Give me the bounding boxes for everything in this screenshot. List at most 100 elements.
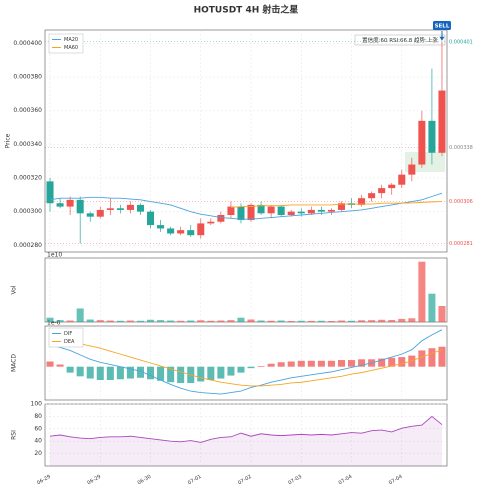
legend-label: DIF [64, 331, 72, 337]
y-tick-label: 0.000360 [13, 107, 42, 114]
macd-hist [348, 360, 356, 367]
candle-body [207, 221, 215, 224]
macd-hist [358, 359, 366, 367]
candle-body [147, 211, 155, 226]
candle-body [307, 209, 315, 214]
macd-hist [327, 360, 335, 367]
volume-bar [167, 320, 175, 322]
macd-hist [297, 360, 305, 367]
volume-bar [106, 320, 114, 322]
volume-bar [408, 318, 416, 322]
macd-hist [277, 362, 285, 367]
volume-bar [237, 317, 245, 322]
legend-label: DEA [64, 339, 75, 345]
volume-bar [297, 320, 305, 322]
volume-bar [76, 308, 84, 322]
x-tick-label: 06-30 [137, 474, 153, 486]
signal-label: SELL [435, 23, 450, 29]
y-tick-label: 80 [34, 413, 42, 420]
volume-bar [66, 320, 74, 322]
candle-body [56, 203, 64, 207]
candle-body [418, 120, 426, 165]
volume-bar [86, 319, 94, 322]
macd-hist [46, 361, 54, 367]
x-tick-label: 06-29 [86, 474, 102, 486]
volume-bar [46, 317, 54, 322]
x-tick-label: 07-01 [187, 474, 203, 486]
x-tick-label: 07-04 [388, 474, 404, 486]
candle-body [287, 211, 295, 215]
candle-body [398, 174, 406, 185]
candle-body [267, 206, 275, 214]
candle-body [116, 208, 124, 210]
candle-body [337, 203, 345, 210]
info-text: 置信度:60 RSI:66.8 趋势:上涨 [362, 36, 438, 44]
volume-bar [317, 320, 325, 322]
volume-bar [267, 320, 275, 322]
macd-hist [398, 357, 406, 367]
candle-body [237, 206, 245, 221]
volume-bar [56, 320, 64, 322]
candle-body [136, 204, 144, 212]
macd-hist [96, 366, 104, 381]
macd-hist [106, 366, 114, 381]
volume-bar [197, 320, 205, 322]
macd-hist [217, 366, 225, 379]
axis-offset: 1e-6 [47, 320, 61, 327]
candle-body [177, 230, 185, 234]
volume-bar [217, 320, 225, 322]
volume-bar [368, 320, 376, 322]
volume-panel [44, 257, 448, 323]
macd-hist [207, 366, 215, 381]
macd-hist [378, 358, 386, 367]
y-tick-label: 0.000320 [13, 175, 42, 182]
rsi-line [49, 415, 443, 443]
volume-bar [388, 320, 396, 322]
candle-body [257, 204, 265, 214]
macd-hist [267, 363, 275, 367]
macd-hist [227, 366, 235, 376]
macd-hist [116, 366, 124, 380]
y-axis-label: Price [5, 133, 12, 148]
legend [48, 33, 84, 54]
legend [48, 327, 84, 348]
volume-bar [378, 319, 386, 322]
volume-bar [418, 261, 426, 322]
candle-body [197, 223, 205, 236]
macd-hist [136, 366, 144, 378]
price-level-label: 0.000401 [449, 39, 473, 45]
macd-hist [147, 366, 155, 380]
macd-hist [287, 361, 295, 367]
macd-hist [157, 366, 165, 381]
macd-hist [438, 346, 446, 367]
y-axis-label: Vol [11, 285, 18, 294]
volume-bar [157, 320, 165, 322]
macd-panel [44, 325, 448, 401]
candle-body [368, 193, 376, 199]
candle-body [408, 164, 416, 175]
volume-bar [96, 320, 104, 322]
y-tick-label: 0.000280 [13, 242, 42, 249]
y-tick-label: 100 [31, 401, 43, 408]
candle-body [106, 208, 114, 210]
rsi-area [50, 416, 442, 466]
signal-box [432, 21, 451, 30]
y-tick-label: 60 [34, 425, 42, 432]
candle-body [277, 206, 285, 215]
macd-hist [428, 348, 436, 367]
volume-bar [207, 320, 215, 322]
legend-label: MA20 [64, 37, 78, 43]
legend-label: MA60 [64, 45, 78, 51]
volume-bar [227, 320, 235, 322]
price-level-label: 0.000338 [449, 145, 473, 151]
signal-arrowhead [439, 36, 445, 41]
volume-bar [177, 320, 185, 322]
x-tick-label: 07-02 [237, 474, 253, 486]
volume-bar [187, 320, 195, 322]
candle-body [86, 213, 94, 217]
volume-bar [337, 320, 345, 322]
y-tick-label: 40 [34, 438, 42, 445]
candle-body [167, 228, 175, 234]
macd-hist [167, 366, 175, 383]
